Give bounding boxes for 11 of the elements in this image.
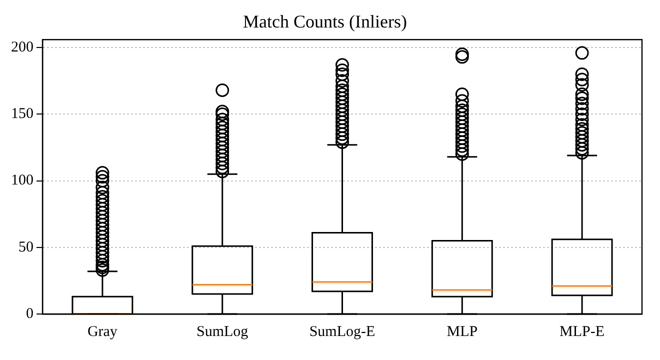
x-tick-label: MLP <box>446 324 478 340</box>
y-tick-label: 100 <box>11 172 34 189</box>
x-tick-label: Gray <box>87 324 118 340</box>
y-tick-label: 50 <box>18 239 34 256</box>
x-tick-label: MLP-E <box>560 324 605 340</box>
y-tick-label: 200 <box>11 40 34 56</box>
y-tick-label: 150 <box>11 106 34 122</box>
x-tick-label: SumLog-E <box>309 324 376 340</box>
x-tick-label: SumLog <box>196 324 249 340</box>
chart-title: Match Counts (Inliers) <box>243 12 407 32</box>
y-tick-label: 0 <box>26 306 34 322</box>
